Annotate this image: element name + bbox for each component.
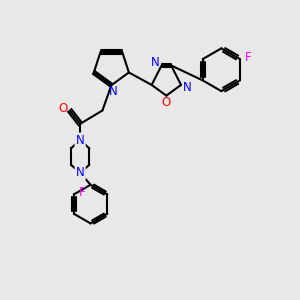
Text: N: N [183,81,192,94]
Text: F: F [245,51,251,64]
Text: O: O [161,96,170,109]
Text: N: N [76,134,85,147]
Text: N: N [151,56,159,69]
Text: O: O [58,102,68,115]
Text: F: F [79,186,86,200]
Text: N: N [109,85,117,98]
Text: N: N [76,167,85,179]
